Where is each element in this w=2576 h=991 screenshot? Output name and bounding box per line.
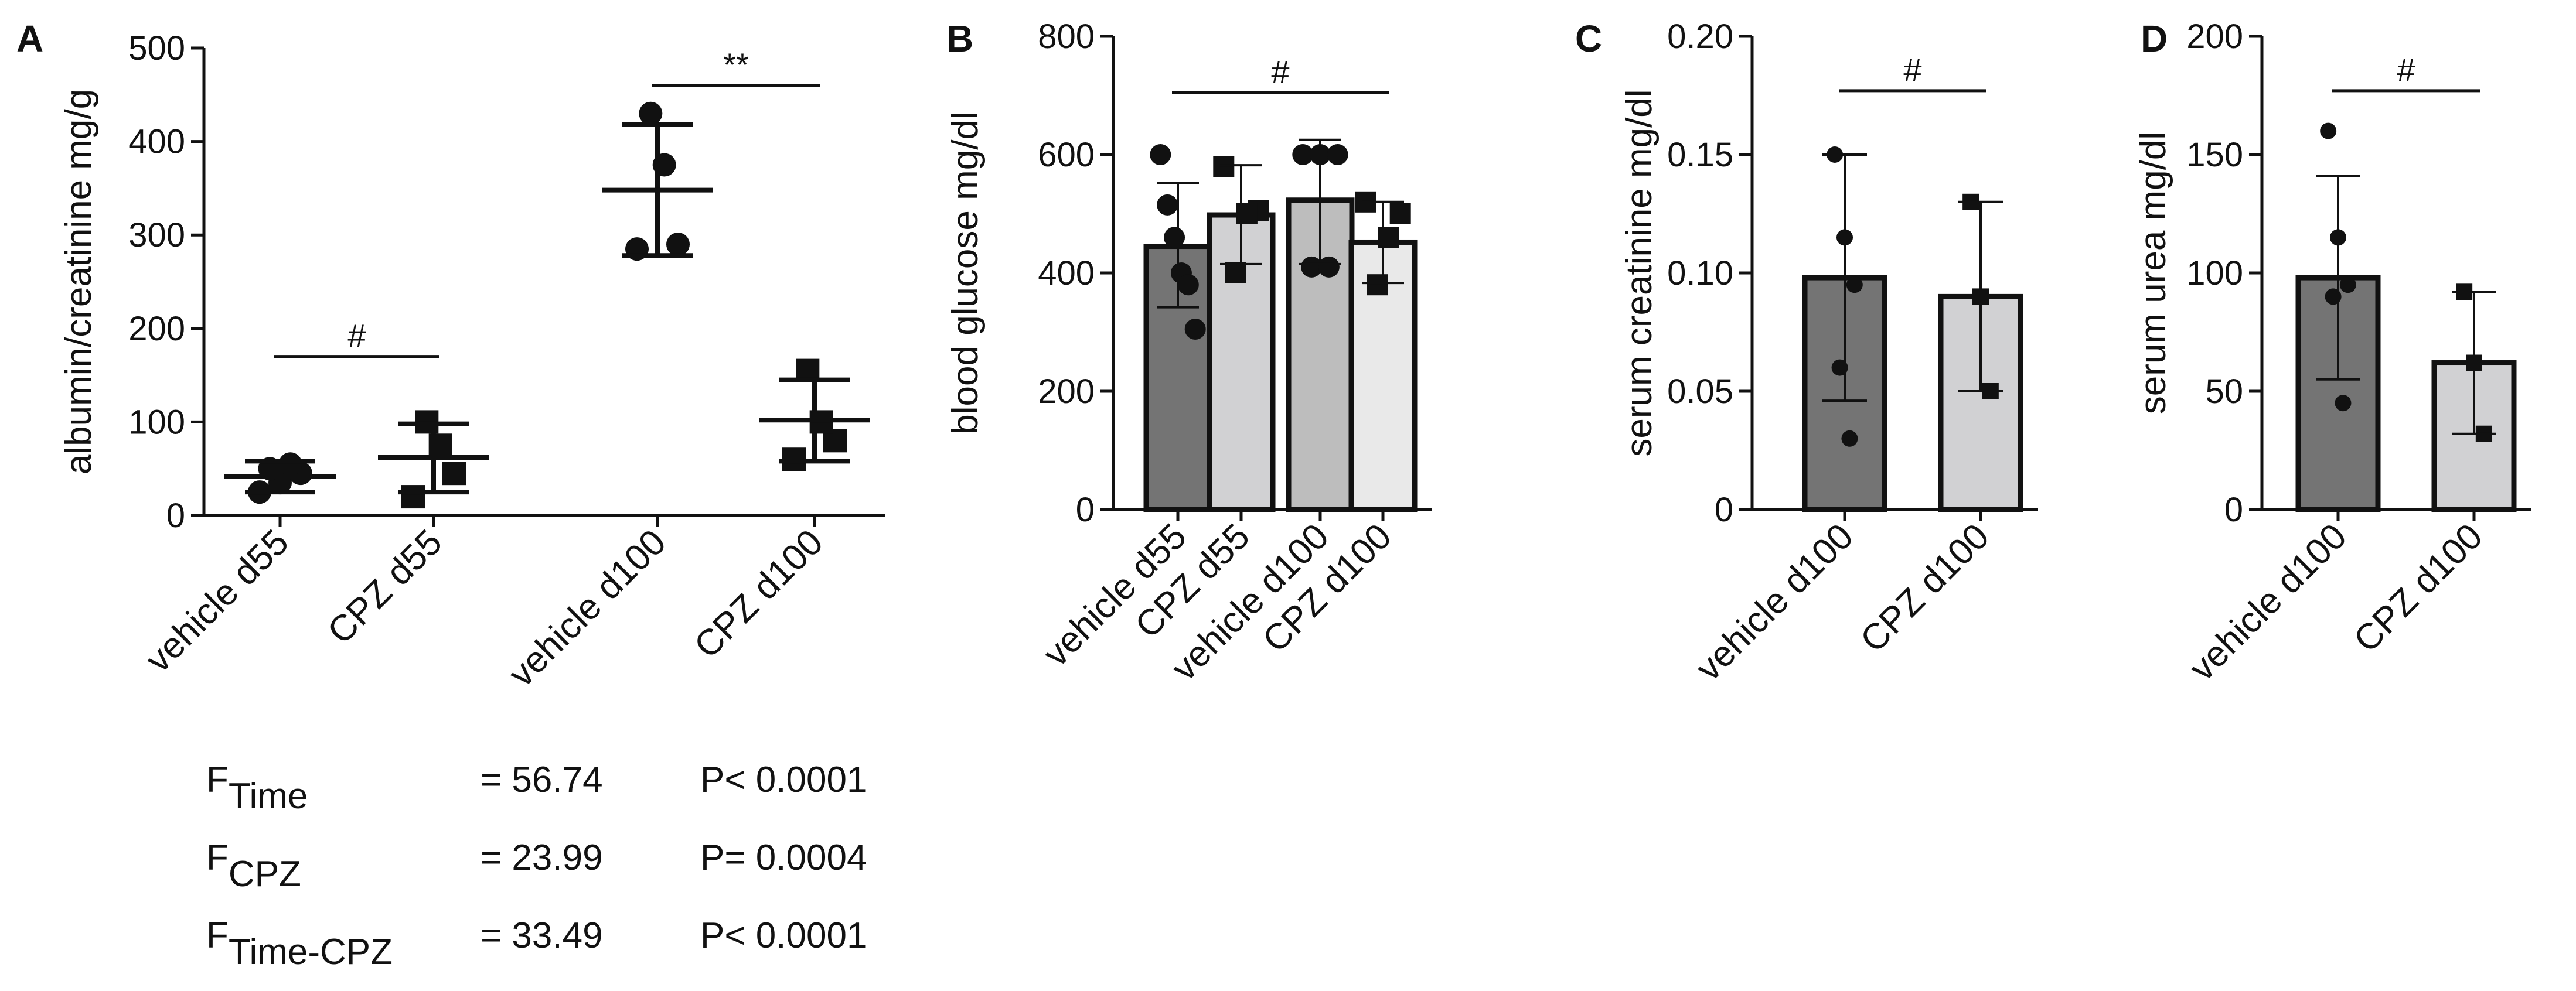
y-tick-label: 200 (1038, 373, 1095, 411)
y-tick-label: 400 (1038, 254, 1095, 292)
stat-name: FCPZ (206, 838, 301, 894)
y-axis-label: blood glucose mg/dl (945, 111, 986, 434)
y-tick-label: 400 (128, 123, 185, 161)
x-category-label: CPZ d100 (687, 522, 831, 666)
data-point (666, 233, 690, 257)
panel-letter: C (1575, 18, 1602, 60)
data-point (1846, 276, 1863, 293)
y-tick-label: 0.05 (1667, 373, 1733, 411)
x-category-label: CPZ d100 (1853, 516, 1997, 660)
stat-name: FTime (206, 760, 308, 816)
y-tick-label: 300 (128, 216, 185, 254)
significance-label: ** (723, 46, 749, 83)
x-category-label: CPZ d55 (320, 522, 450, 652)
panel-letter: D (2141, 18, 2168, 60)
stat-name-main: F (206, 838, 229, 878)
y-axis-label: serum urea mg/dl (2133, 132, 2173, 414)
data-point (1213, 156, 1235, 177)
data-point (1177, 274, 1199, 296)
data-point (1301, 256, 1323, 278)
significance-label: # (1903, 52, 1921, 88)
stat-p-value: P= 0.0004 (700, 838, 867, 878)
y-axis-label: serum creatinine mg/dl (1619, 89, 1660, 456)
stat-name-subscript: CPZ (229, 854, 301, 894)
x-category-label: CPZ d100 (2346, 516, 2490, 660)
y-tick-label: 100 (2186, 254, 2243, 292)
y-tick-label: 0.10 (1667, 254, 1733, 292)
stat-name-subscript: Time (229, 776, 308, 816)
y-tick-label: 500 (128, 29, 185, 67)
y-tick-label: 0 (1715, 491, 1733, 529)
data-point (1389, 203, 1411, 224)
significance-label: # (2397, 52, 2415, 88)
stat-p-value: P< 0.0001 (700, 915, 867, 956)
data-point (1292, 144, 1314, 165)
x-category-label: vehicle d100 (2182, 516, 2354, 689)
y-tick-label: 0 (2224, 491, 2243, 529)
data-point (1841, 430, 1858, 447)
stat-name-subscript: Time-CPZ (229, 932, 393, 972)
y-axis-label: albumin/creatinine mg/g (59, 89, 99, 474)
y-tick-label: 100 (128, 403, 185, 441)
data-point (278, 452, 302, 476)
y-tick-label: 600 (1038, 136, 1095, 174)
data-point (2339, 276, 2356, 293)
data-point (1164, 227, 1185, 248)
data-point (1225, 262, 1246, 283)
data-point (2320, 122, 2337, 139)
y-tick-label: 150 (2186, 136, 2243, 174)
stat-value: = 23.99 (481, 838, 603, 878)
y-tick-label: 50 (2205, 373, 2243, 411)
data-point (1327, 144, 1348, 165)
panel-letter: A (16, 18, 43, 60)
data-point (1150, 144, 1171, 165)
y-tick-label: 800 (1038, 18, 1095, 56)
stat-value: = 56.74 (481, 760, 603, 800)
stat-name: FTime-CPZ (206, 915, 393, 972)
significance-label: # (347, 317, 366, 354)
significance-label: # (1271, 53, 1289, 90)
y-tick-label: 200 (2186, 18, 2243, 56)
y-tick-label: 0.15 (1667, 136, 1733, 174)
data-point (639, 101, 663, 125)
x-category-label: vehicle d55 (138, 522, 297, 681)
data-point (1367, 274, 1388, 296)
data-point (1184, 318, 1206, 340)
x-category-label: vehicle d100 (501, 522, 674, 695)
y-tick-label: 200 (128, 310, 185, 348)
stat-p-value: P< 0.0001 (700, 760, 867, 800)
data-point (1157, 194, 1178, 216)
x-category-label: vehicle d100 (1688, 516, 1861, 689)
y-tick-label: 0 (166, 497, 185, 535)
panel-letter: B (946, 18, 973, 60)
data-point (401, 485, 425, 509)
y-tick-label: 0.20 (1667, 18, 1733, 56)
stat-name-main: F (206, 760, 229, 800)
data-point (1318, 256, 1340, 278)
data-point (1378, 227, 1399, 248)
data-point (2335, 395, 2352, 412)
stat-name-main: F (206, 915, 229, 956)
data-point (442, 462, 466, 486)
y-tick-label: 0 (1076, 491, 1095, 529)
stat-value: = 33.49 (481, 915, 603, 956)
data-point (1236, 203, 1258, 224)
